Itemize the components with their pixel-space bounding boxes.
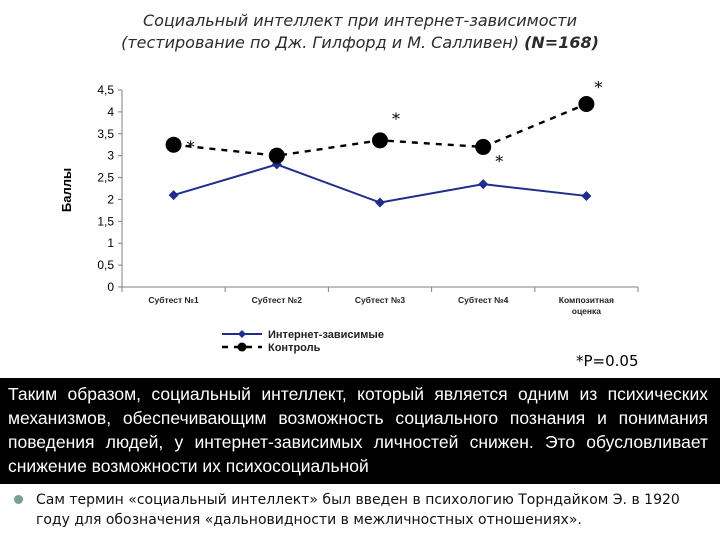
bullet-text: Сам термин «социальный интеллект» был вв… <box>36 492 680 528</box>
line-chart: 0 0,5 1 1,5 2 2,5 3 3,5 4 4,5 Субтест №1 Субтест №2… <box>59 78 639 354</box>
y-tick-label: 0,5 <box>97 258 114 272</box>
y-tick-label: 1 <box>107 236 114 250</box>
y-tick-label: 2 <box>107 192 114 206</box>
significance-mark: * <box>495 152 503 171</box>
data-point <box>168 190 179 201</box>
data-point <box>475 138 492 155</box>
x-category-label: Субтест №1 <box>148 295 199 305</box>
legend-label-control: Контроль <box>268 342 321 354</box>
legend-label-internet: Интернет-зависимые <box>268 329 384 341</box>
data-point <box>268 147 285 164</box>
summary-text: Таким образом, социальный интеллект, кот… <box>8 384 708 476</box>
data-point <box>478 179 489 190</box>
title-subtitle: (тестирование по Дж. Гилфорд и М. Саллив… <box>121 33 519 52</box>
y-tick-label: 3,5 <box>97 127 114 141</box>
series-line <box>173 163 587 204</box>
x-category-label: Композитная <box>559 295 614 305</box>
legend-marker-control <box>237 342 247 352</box>
significance-mark: * <box>392 109 400 128</box>
summary-text-band: Таким образом, социальный интеллект, кот… <box>0 378 720 484</box>
data-point <box>375 197 385 208</box>
data-point <box>165 136 182 153</box>
y-tick-label: 3 <box>107 149 114 163</box>
x-category-label: Субтест №2 <box>252 295 303 305</box>
chart-title: Социальный интеллект при интернет-зависи… <box>0 10 720 54</box>
significance-note: *P=0.05 <box>576 352 639 370</box>
x-category-label: оценка <box>572 306 602 316</box>
data-point <box>372 132 388 149</box>
bullet-item: Сам термин «социальный интеллект» был вв… <box>14 490 704 530</box>
y-tick-label: 1,5 <box>97 214 114 228</box>
y-tick-label: 2,5 <box>97 171 114 185</box>
x-category-label: Субтест №3 <box>355 295 406 305</box>
sample-size: (N=168) <box>524 33 599 52</box>
y-axis-label: Баллы <box>59 168 74 212</box>
data-point <box>581 190 592 201</box>
significance-mark: * <box>187 138 195 157</box>
y-tick-label: 4 <box>107 105 114 119</box>
legend-marker-internet <box>238 330 246 338</box>
bullet-dot-icon <box>14 495 23 504</box>
title-line-1: Социальный интеллект при интернет-зависи… <box>142 11 578 30</box>
y-tick-label: 4,5 <box>97 83 114 97</box>
x-category-label: Субтест №4 <box>458 295 509 305</box>
data-point <box>578 96 595 113</box>
significance-mark: * <box>594 78 602 97</box>
y-tick-label: 0 <box>107 280 114 294</box>
title-line-2: (тестирование по Дж. Гилфорд и М. Саллив… <box>0 32 720 54</box>
